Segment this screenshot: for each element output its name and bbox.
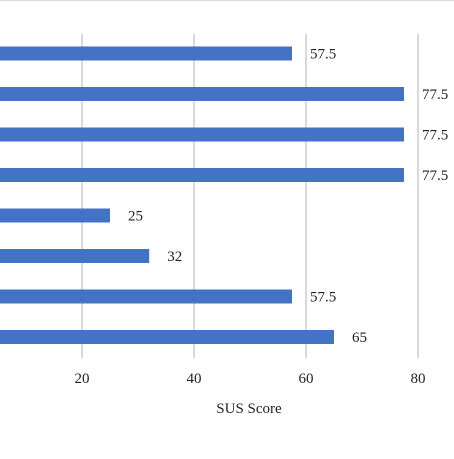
- gridlines: [81, 34, 419, 358]
- data-labels: 57.5 77.5 77.5 77.5 25 32 57.5 65: [128, 47, 448, 347]
- bar-2: [0, 87, 404, 101]
- data-label-2: 77.5: [422, 87, 448, 103]
- x-tick-label: 40: [187, 371, 202, 387]
- bar-8: [0, 330, 334, 344]
- bar-1: [0, 46, 292, 61]
- data-label-6: 32: [167, 249, 182, 265]
- bar-7: [0, 289, 292, 304]
- bar-3: [0, 127, 404, 142]
- data-label-8: 65: [352, 330, 367, 346]
- bar-6: [0, 249, 150, 263]
- bar-4: [0, 168, 404, 182]
- x-tick-label: 60: [299, 371, 314, 387]
- data-label-3: 77.5: [422, 128, 448, 144]
- x-axis-title: SUS Score: [216, 401, 282, 417]
- data-label-5: 25: [128, 209, 143, 225]
- data-label-1: 57.5: [310, 47, 336, 63]
- x-tick-label: 80: [411, 371, 426, 387]
- bar-5: [0, 208, 110, 223]
- bars: [0, 46, 404, 344]
- data-label-7: 57.5: [310, 290, 336, 306]
- x-tick-label: 20: [75, 371, 90, 387]
- x-axis-ticks: 20 40 60 80: [75, 371, 426, 387]
- data-label-4: 77.5: [422, 168, 448, 184]
